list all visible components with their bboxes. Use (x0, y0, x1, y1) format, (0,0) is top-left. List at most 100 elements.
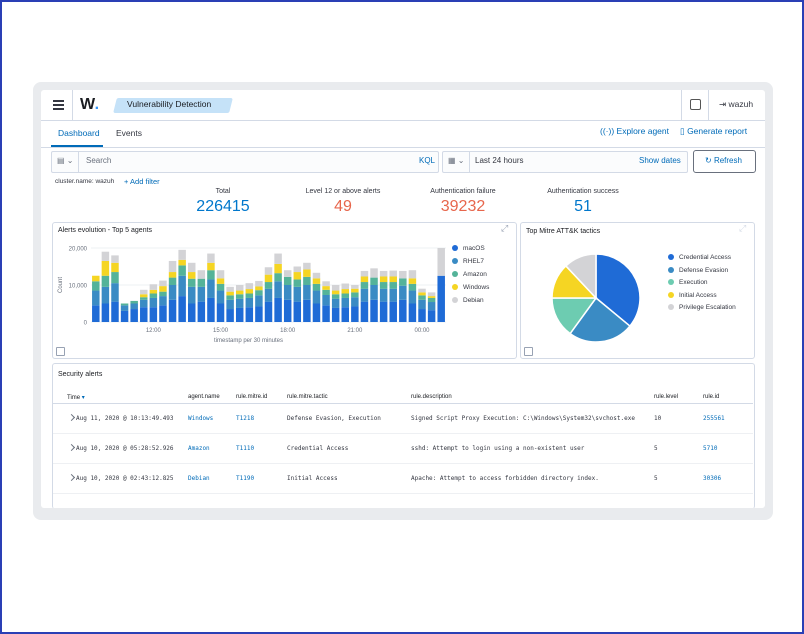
bar-segment-rhel7 (389, 288, 397, 302)
bar-segment-macos (408, 303, 417, 322)
legend-item-initial-access[interactable]: Initial Access (668, 292, 736, 305)
bar-segment-windows (245, 289, 254, 294)
column-header-rule-id[interactable]: rule.id (703, 394, 720, 400)
cell-level: 10 (654, 415, 662, 422)
search-input[interactable]: Search (86, 156, 112, 165)
kql-toggle[interactable]: KQL (419, 156, 436, 165)
bar-segment-rhel7 (379, 288, 388, 302)
expand-row-icon[interactable] (67, 443, 76, 452)
bar-segment-rhel7 (283, 285, 292, 300)
bar-segment-windows (274, 263, 282, 274)
bar-segment-rhel7 (341, 297, 349, 308)
bar-segment-windows (111, 262, 119, 273)
column-header-tactic[interactable]: rule.mitre.tactic (287, 394, 328, 400)
saved-query-icon[interactable]: ▤ ⌄ (57, 156, 74, 165)
date-range-value[interactable]: Last 24 hours (475, 156, 524, 165)
bar-segment-windows (360, 276, 369, 283)
column-header-time[interactable]: Time ▾ (67, 395, 85, 401)
cell-agent[interactable]: Debian (188, 475, 210, 482)
bar-segment-amazon (168, 277, 177, 285)
bar-segment-macos (207, 297, 215, 322)
calendar-icon[interactable]: ▦ ⌄ (448, 156, 465, 165)
column-header-description[interactable]: rule.description (411, 394, 452, 400)
cell-rule-id[interactable]: 5710 (703, 445, 718, 452)
expand-row-icon[interactable] (67, 413, 76, 422)
y-tick-label: 20,000 (69, 247, 88, 253)
refresh-button-label[interactable]: ↻ Refresh (705, 156, 742, 165)
legend-item-debian[interactable]: Debian (452, 297, 489, 310)
cell-rule-id[interactable]: 255561 (703, 415, 725, 422)
cell-agent[interactable]: Amazon (188, 445, 210, 452)
fullscreen-icon[interactable]: ⤢ (501, 223, 509, 233)
column-header-level[interactable]: rule.level (654, 394, 679, 400)
bar-segment-windows (159, 286, 167, 292)
pie-slice-credential-access[interactable] (595, 253, 641, 328)
y-tick-label: 10,000 (69, 284, 88, 290)
legend-item-privilege-escalation[interactable]: Privilege Escalation (668, 304, 736, 317)
tab-events[interactable]: Events (116, 128, 142, 138)
kpi-total-label: Total (215, 188, 231, 195)
add-filter-link[interactable]: + Add filter (124, 177, 160, 186)
bar-segment-windows (331, 290, 340, 295)
document-icon: ▯ (680, 126, 685, 136)
legend-toggle-icon[interactable] (56, 347, 65, 356)
search-bar[interactable] (51, 151, 439, 173)
bar-segment-windows (101, 260, 110, 276)
fullscreen-icon[interactable]: ⤢ (739, 223, 747, 233)
bar-segment-amazon (399, 278, 407, 286)
bar-segment-amazon (149, 293, 158, 298)
legend-item-credential-access[interactable]: Credential Access (668, 254, 736, 267)
legend-item-windows[interactable]: Windows (452, 284, 489, 297)
bar-segment-debian (101, 251, 110, 261)
refresh-button[interactable] (693, 150, 756, 173)
legend-item-rhel7[interactable]: RHEL7 (452, 258, 489, 271)
legend-item-execution[interactable]: Execution (668, 279, 736, 292)
wazuh-logo[interactable]: W. (80, 96, 99, 113)
kpi-level12-label: Level 12 or above alerts (305, 188, 381, 195)
legend-item-defense-evasion[interactable]: Defense Evasion (668, 267, 736, 280)
column-header-agent[interactable]: agent.name (188, 394, 220, 400)
logout-icon: ⇥ (719, 99, 727, 109)
date-picker[interactable] (442, 151, 688, 173)
bar-segment-rhel7 (207, 279, 215, 298)
cell-agent[interactable]: Windows (188, 415, 214, 422)
bar-segment-amazon (101, 275, 110, 287)
bar-segment-debian (370, 268, 378, 278)
column-header-mitre-id[interactable]: rule.mitre.id (236, 394, 268, 400)
bar-segment-macos (140, 307, 148, 322)
legend-item-amazon[interactable]: Amazon (452, 271, 489, 284)
bar-segment-debian (178, 249, 186, 260)
user-menu[interactable]: ⇥ wazuh (719, 99, 753, 110)
cell-mitre-id[interactable]: T1190 (236, 475, 255, 482)
sort-down-icon: ▾ (81, 395, 85, 401)
pie-slice-defense-evasion[interactable] (569, 296, 631, 343)
filter-pill[interactable]: cluster.name: wazuh (55, 178, 115, 185)
legend-toggle-icon[interactable] (524, 347, 533, 356)
date-divider (469, 152, 470, 172)
tab-dashboard[interactable]: Dashboard (58, 128, 100, 138)
bar-segment-macos (322, 305, 330, 322)
cell-rule-id[interactable]: 30306 (703, 475, 722, 482)
bar-segment-debian (360, 270, 369, 277)
legend-item-macos[interactable]: macOS (452, 245, 489, 258)
explore-agent-link[interactable]: ((·)) Explore agent (600, 126, 669, 136)
cell-mitre-id[interactable]: T1218 (236, 415, 255, 422)
bar-segment-windows (235, 290, 244, 295)
bar-segment-macos (283, 299, 292, 322)
pie-slice-privilege-escalation[interactable] (564, 253, 597, 300)
bar-segment-macos (235, 307, 244, 322)
expand-row-icon[interactable] (67, 473, 76, 482)
generate-report-link[interactable]: ▯ Generate report (680, 126, 748, 136)
menu-icon[interactable] (53, 100, 64, 110)
chip-icon[interactable] (690, 99, 701, 110)
bar-segment-macos (331, 307, 340, 322)
show-dates-link[interactable]: Show dates (639, 156, 681, 165)
bar-segment-amazon (427, 297, 436, 303)
bar-segment-amazon (283, 276, 292, 285)
bar-segment-debian (389, 270, 397, 277)
cell-mitre-id[interactable]: T1110 (236, 445, 255, 452)
bar-segment-macos (120, 310, 129, 322)
bar-segment-windows (149, 289, 158, 294)
kpi-auth-success-value: 51 (574, 198, 592, 215)
topbar-divider (681, 90, 682, 120)
